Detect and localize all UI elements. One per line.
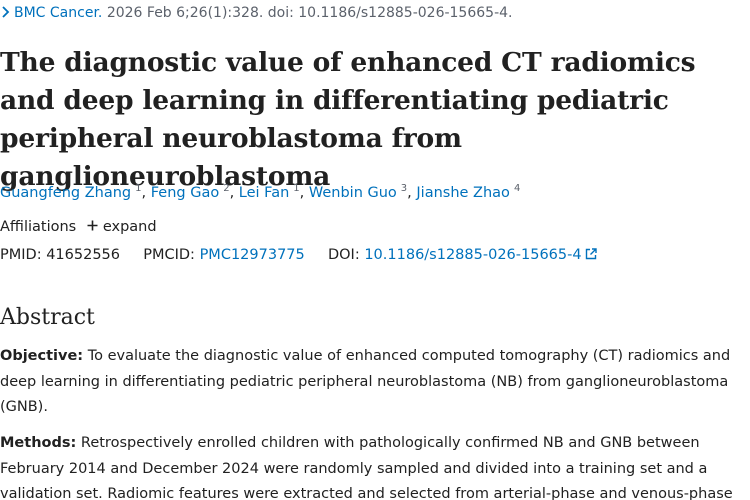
- pmid-label: PMID:: [0, 247, 42, 263]
- methods-text: Retrospectively enrolled children with p…: [0, 435, 733, 500]
- abstract-heading: Abstract: [0, 305, 95, 330]
- external-link-icon: [585, 248, 597, 260]
- author-affiliation-ref[interactable]: 1: [135, 183, 142, 194]
- expand-affiliations-button[interactable]: expand: [87, 217, 157, 237]
- affiliations-row: Affiliations expand: [0, 217, 157, 237]
- author-separator: ,: [299, 185, 305, 201]
- author-affiliation-ref[interactable]: 2: [223, 183, 230, 194]
- author-separator: ,: [229, 185, 235, 201]
- author-separator: ,: [407, 185, 412, 201]
- author-link[interactable]: Jianshe Zhao: [416, 185, 510, 201]
- author-affiliation-ref[interactable]: 4: [513, 183, 521, 194]
- citation-details: 2026 Feb 6;26(1):328. doi: 10.1186/s1288…: [106, 5, 513, 21]
- author-separator: ,: [141, 185, 147, 201]
- plus-icon: [87, 220, 98, 231]
- methods-label: Methods:: [0, 435, 77, 451]
- author-link[interactable]: Lei Fan: [238, 185, 290, 201]
- abstract-methods: Methods: Retrospectively enrolled childr…: [0, 431, 745, 500]
- pmid-value: 41652556: [46, 247, 121, 263]
- author-affiliation-ref[interactable]: 1: [293, 183, 300, 194]
- objective-label: Objective:: [0, 348, 84, 364]
- doi-label: DOI:: [327, 247, 360, 263]
- pmcid-link[interactable]: PMC12973775: [199, 247, 305, 263]
- author-list: Guangfeng Zhang 1, Feng Gao 2, Lei Fan 1, W…: [0, 178, 520, 204]
- identifiers-row: PMID: 41652556 PMCID: PMC12973775 DOI: 1…: [0, 245, 597, 265]
- objective-text: To evaluate the diagnostic value of enha…: [0, 348, 731, 415]
- affiliations-label: Affiliations: [0, 219, 77, 235]
- expand-label: expand: [102, 219, 157, 235]
- author-link[interactable]: Wenbin Guo: [308, 185, 397, 201]
- journal-link[interactable]: BMC Cancer.: [14, 5, 103, 21]
- author-affiliation-ref[interactable]: 3: [400, 183, 408, 194]
- author-link[interactable]: Feng Gao: [150, 185, 220, 201]
- doi-value: 10.1186/s12885-026-15665-4: [364, 247, 582, 263]
- pmcid-label: PMCID:: [143, 247, 195, 263]
- chevron-right-icon: [2, 6, 10, 18]
- abstract-objective: Objective: To evaluate the diagnostic va…: [0, 344, 745, 421]
- author-link[interactable]: Guangfeng Zhang: [0, 185, 132, 201]
- citation-line: BMC Cancer. 2026 Feb 6;26(1):328. doi: 1…: [0, 4, 512, 22]
- doi-link[interactable]: 10.1186/s12885-026-15665-4: [364, 247, 597, 263]
- article-title: The diagnostic value of enhanced CT radi…: [0, 47, 696, 192]
